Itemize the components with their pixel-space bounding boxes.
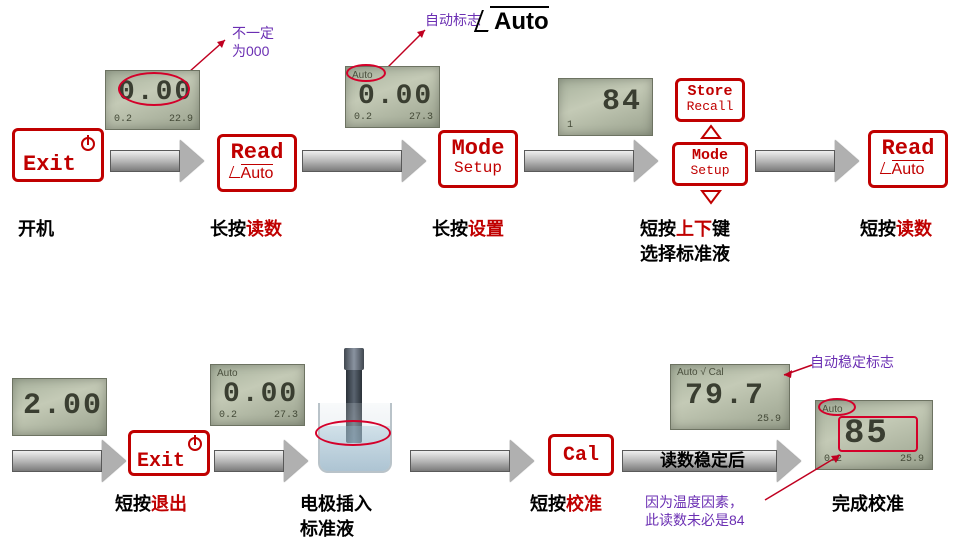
cap-step4-l1: 短按上下键: [640, 215, 730, 241]
btn-exit-1: Exit: [12, 128, 104, 182]
cap-step3: 长按设置: [432, 215, 504, 241]
lcd-r2-797: Auto √ Cal 79.7 25.9: [670, 364, 790, 430]
redrect-85: [838, 416, 918, 452]
cap-step1: 开机: [18, 215, 54, 241]
ellipse-beaker: [315, 420, 391, 446]
note-stable: 自动稳定标志: [810, 354, 894, 372]
cap-r2-beaker-2: 标准液: [300, 515, 354, 541]
btn-exit-2: Exit: [128, 430, 210, 476]
lcd-r2-1: 2.00: [12, 378, 107, 436]
power-icon: [81, 137, 95, 151]
btn-mode-1: Mode Setup: [438, 130, 518, 188]
pointer-arrow-4: [760, 450, 850, 505]
cap-read-stable: 读数稳定后: [660, 446, 745, 471]
btn-cal: Cal: [548, 434, 614, 476]
cap-step4-l2: 选择标准液: [640, 240, 730, 266]
btn-read-1: Read Auto: [217, 134, 297, 192]
btn-store: Store Recall: [675, 78, 745, 122]
auto-radical-label: Auto: [490, 6, 549, 36]
ellipse-auto-tag: [346, 64, 386, 82]
pointer-arrow-3: [782, 360, 822, 380]
diamond-up-icon: [700, 124, 722, 142]
cap-r2-cal: 短按校准: [530, 490, 602, 516]
diagram-stage: 不一定 为000 自动标志 Auto 0.00 0.2 22.9 Exit 开机…: [0, 0, 960, 559]
lcd-step3: 84 1: [558, 78, 653, 136]
ellipse-auto-final: [818, 398, 856, 416]
note-temp: 因为温度因素，此读数未必是84: [645, 494, 745, 529]
btn-read-2: Read Auto: [868, 130, 948, 188]
btn-mode-2: Mode Setup: [672, 142, 748, 186]
power-icon-2: [188, 437, 202, 451]
diamond-down-icon: [700, 187, 722, 205]
lcd-r2-2: Auto 0.00 0.2 27.3: [210, 364, 305, 426]
beaker-probe: [310, 348, 400, 478]
ellipse-step1: [118, 72, 190, 106]
cap-step5: 短按读数: [860, 215, 932, 241]
cap-r2-beaker-1: 电极插入: [300, 490, 372, 516]
cap-r2-exit: 短按退出: [115, 490, 187, 516]
cap-step2: 长按读数: [210, 215, 282, 241]
